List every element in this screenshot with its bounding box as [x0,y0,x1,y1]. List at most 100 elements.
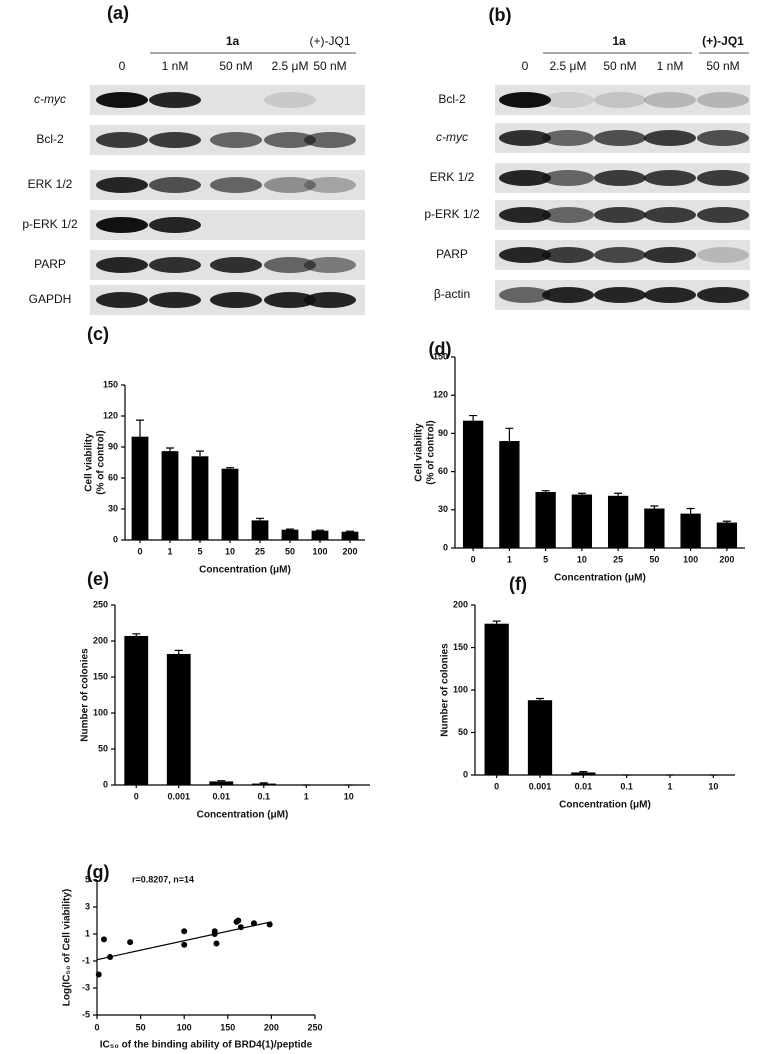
blot-band [264,132,316,148]
blot-band [149,217,201,233]
group-label: 1a [226,34,240,48]
blot-band [594,247,646,263]
y-tick-label: 1 [85,928,90,938]
bar [571,494,593,548]
blot-band [499,130,551,146]
y-tick-label: 200 [453,599,468,609]
error-bar [226,467,234,469]
x-tick-label: 200 [719,554,734,564]
bar [281,529,299,540]
y-tick-label: -5 [82,1009,90,1019]
x-tick-label: 0.01 [212,791,230,801]
scatter-point [211,928,218,935]
row-label: PARP [436,247,468,261]
y-tick-label: 0 [103,779,108,789]
error-bar [166,447,174,452]
x-tick-label: 200 [342,546,357,556]
row-label: Bcl-2 [36,132,64,146]
bar [251,783,276,785]
x-tick-label: 0.001 [529,781,552,791]
bar [607,495,629,548]
blot-band [594,207,646,223]
blot-band [499,92,551,108]
lane-label: 50 nM [219,59,252,73]
group-label: (+)-JQ1 [309,34,350,48]
error-bar [286,528,294,530]
lane-label: 1 nM [162,59,189,73]
blot-band [149,292,201,308]
y-tick-label: 0 [113,534,118,544]
y-axis-label: Log(IC₅₀ of Cell viability) [62,889,73,1006]
panel-label: (f) [509,574,527,594]
blot-band [149,132,201,148]
blot-band [644,247,696,263]
blot-band [210,177,262,193]
panel-label: (g) [87,862,110,882]
scatter-point [181,941,188,948]
error-bar [469,414,478,421]
y-tick-label: 30 [438,504,448,514]
lane-label: 1 nM [657,59,684,73]
blot-band [96,92,148,108]
panel-label: (a) [107,3,129,23]
row-label: c-myc [436,130,468,144]
blot-band [96,292,148,308]
y-tick-label: 90 [438,428,448,438]
scatter-point [100,936,107,943]
x-tick-label: 50 [285,546,295,556]
y-axis-label: Cell viability [84,433,95,492]
x-tick-label: 0.01 [575,781,593,791]
error-bar [217,780,226,782]
error-bar [536,697,544,701]
row-label: p-ERK 1/2 [424,207,480,221]
x-tick-label: 0 [94,1022,99,1032]
blot-band [594,170,646,186]
blot-band [697,130,749,146]
x-tick-label: 5 [543,554,548,564]
bar [209,781,234,785]
lane-label: 50 nM [706,59,739,73]
bar [716,522,738,548]
blot-band [697,247,749,263]
lane-label: 50 nM [313,59,346,73]
y-tick-label: 150 [433,351,448,361]
error-bar [579,771,588,773]
blot-band [149,92,201,108]
x-tick-label: 10 [577,554,587,564]
lane-label: 2.5 μM [272,59,309,73]
blot-band [542,92,594,108]
y-tick-label: 100 [453,684,468,694]
y-tick-label: 90 [108,441,118,451]
x-tick-label: 200 [264,1022,279,1032]
blot-band [149,257,201,273]
y-tick-label: 120 [103,410,118,420]
bar [341,531,359,540]
bar [499,441,520,548]
blot-band [644,170,696,186]
blot-band [542,247,594,263]
blot-band [542,170,594,186]
x-axis-label: Concentration (μM) [199,565,291,576]
x-tick-label: 0 [471,554,476,564]
blot-band [644,130,696,146]
error-bar [174,649,183,654]
y-tick-label: 200 [93,635,108,645]
y-axis-label: Cell viability [414,423,425,482]
blot-band [594,130,646,146]
blot-band [499,207,551,223]
blot-band [210,257,262,273]
bar [166,653,191,785]
x-tick-label: 1 [167,546,172,556]
lane-label: 0 [522,59,529,73]
bar [124,635,149,785]
blot-band [264,92,316,108]
row-label: ERK 1/2 [28,177,73,191]
y-tick-label: 50 [458,727,468,737]
blot-band [594,287,646,303]
error-bar [505,427,514,442]
x-tick-label: 1 [667,781,672,791]
x-tick-label: 10 [708,781,718,791]
x-tick-label: 250 [307,1022,322,1032]
y-tick-label: 60 [438,466,448,476]
